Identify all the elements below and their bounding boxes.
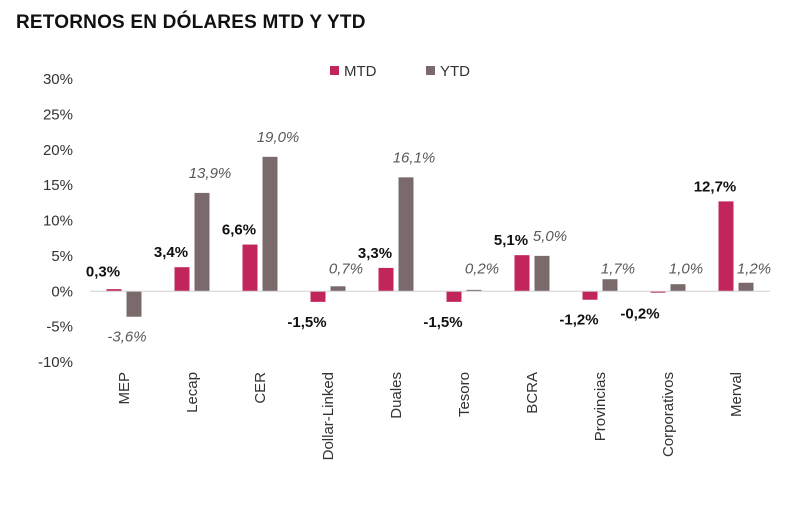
y-tick-label: 0%	[51, 283, 73, 300]
bar-mtd	[582, 291, 598, 300]
x-axis: MEP Lecap CER Dollar-Linked Duales Tesoro BCRA…	[90, 290, 770, 460]
data-label-ytd: 13,9%	[189, 165, 232, 182]
data-label-ytd: 0,2%	[465, 260, 499, 277]
bar-ytd	[670, 284, 686, 292]
data-label-mtd: -1,5%	[287, 314, 326, 331]
legend-swatch-mtd	[330, 66, 339, 75]
x-tick-label: Lecap	[184, 372, 201, 413]
data-label-ytd: 1,7%	[601, 260, 635, 277]
bar-ytd	[330, 286, 346, 292]
y-tick-label: 15%	[43, 177, 73, 194]
x-tick-label: Dollar-Linked	[320, 372, 337, 460]
bar-ytd	[534, 255, 550, 292]
bar-mtd	[514, 255, 530, 292]
data-label-mtd: -0,2%	[620, 305, 659, 322]
x-tick-label: Provincias	[592, 372, 609, 441]
data-label-ytd: 1,0%	[669, 260, 703, 277]
data-label-ytd: 0,7%	[329, 260, 363, 277]
data-label-ytd: 16,1%	[393, 149, 436, 166]
data-labels: 0,3% -3,6% 3,4% 13,9% 6,6% 19,0% -1,5% 0,7%3,3%…	[86, 129, 771, 346]
y-tick-label: -10%	[38, 354, 73, 371]
data-label-ytd: 19,0%	[257, 129, 300, 146]
bar-mtd	[718, 201, 734, 292]
bar-ytd	[194, 192, 210, 292]
data-label-mtd: 5,1%	[494, 232, 528, 249]
bar-ytd	[398, 177, 414, 292]
bar-mtd	[446, 291, 462, 302]
data-label-mtd: 3,4%	[154, 244, 188, 261]
y-tick-label: 20%	[43, 142, 73, 159]
y-tick-label: 5%	[51, 248, 73, 265]
bar-mtd	[378, 267, 394, 292]
bar-mtd	[106, 289, 122, 292]
chart-title: RETORNOS EN DÓLARES MTD Y YTD	[16, 12, 366, 33]
data-label-mtd: 6,6%	[222, 222, 256, 239]
x-tick-label: MEP	[116, 372, 133, 405]
x-tick-label: Duales	[388, 372, 405, 419]
y-tick-label: -5%	[46, 319, 73, 336]
bar-mtd	[174, 267, 190, 292]
data-label-mtd: 12,7%	[694, 178, 737, 195]
data-label-ytd: 1,2%	[737, 260, 771, 277]
bar-mtd	[242, 244, 258, 292]
bar-mtd	[310, 291, 326, 302]
legend-label-mtd: MTD	[344, 63, 377, 80]
bar-ytd	[262, 156, 278, 292]
x-tick-label: Tesoro	[456, 372, 473, 417]
data-label-mtd: 0,3%	[86, 263, 120, 280]
data-label-mtd: 3,3%	[358, 245, 392, 262]
legend-swatch-ytd	[426, 66, 435, 75]
x-tick-label: Merval	[728, 372, 745, 417]
x-tick-label: BCRA	[524, 372, 541, 414]
data-label-mtd: -1,2%	[559, 312, 598, 329]
y-axis: 30% 25% 20% 15% 10% 5% 0% -5% -10%	[38, 71, 73, 371]
legend-label-ytd: YTD	[440, 63, 470, 80]
data-label-mtd: -1,5%	[423, 314, 462, 331]
bar-ytd	[466, 289, 482, 292]
y-tick-label: 10%	[43, 213, 73, 230]
bars	[106, 156, 754, 317]
x-tick-label: Corporativos	[660, 372, 677, 457]
legend: MTD YTD	[330, 63, 470, 80]
bar-ytd	[602, 279, 618, 292]
y-tick-label: 25%	[43, 106, 73, 123]
bar-mtd	[650, 291, 666, 293]
y-tick-label: 30%	[43, 71, 73, 88]
data-label-ytd: -3,6%	[107, 329, 146, 346]
bar-ytd	[126, 291, 142, 317]
x-tick-label: CER	[252, 372, 269, 404]
data-label-ytd: 5,0%	[533, 228, 567, 245]
bar-ytd	[738, 282, 754, 292]
